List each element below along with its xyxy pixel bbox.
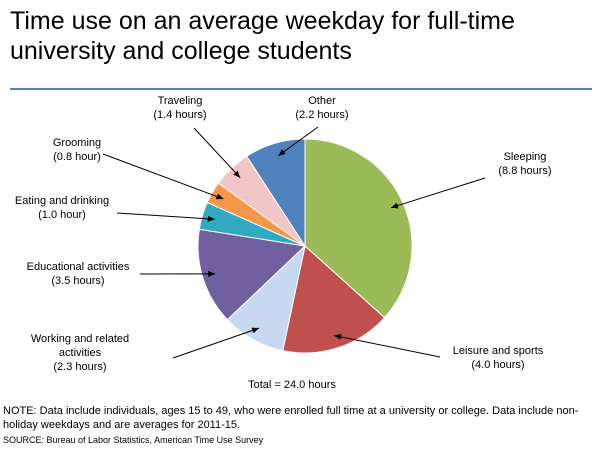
leader-line-eating-and-drinking	[116, 212, 215, 222]
pie-slice-other	[246, 138, 306, 248]
pie-slice-educational-activities	[197, 228, 307, 321]
pie-label-grooming: Grooming (0.8 hour)	[53, 137, 101, 163]
pie-label-other: Other (2.2 hours)	[295, 95, 348, 121]
pie-chart: Sleeping (8.8 hours) Leisure and sports (4.…	[15, 95, 552, 391]
pie-label-working-and-related-activities: Working and related activities (2.3 hours)	[31, 333, 129, 373]
leader-line-leisure-and-sports	[334, 333, 441, 358]
pie-label-eating-and-drinking: Eating and drinking (1.0 hour)	[15, 195, 109, 221]
leader-line-sleeping	[390, 177, 486, 209]
pie-label-sleeping: Sleeping (8.8 hours)	[498, 151, 551, 177]
leader-line-other	[277, 126, 319, 157]
title-divider	[10, 88, 592, 90]
pie-label-leisure-and-sports: Leisure and sports (4.0 hours)	[453, 345, 544, 371]
leader-line-traveling	[193, 127, 241, 179]
chart-title: Time use on an average weekday for full-…	[10, 7, 515, 65]
chart-source: SOURCE: Bureau of Labor Statistics, Amer…	[3, 435, 264, 445]
pie-label-traveling: Traveling (1.4 hours)	[153, 95, 206, 121]
pie-slices	[197, 138, 413, 354]
pie-leader-lines	[102, 126, 486, 359]
pie-slice-sleeping	[304, 138, 413, 319]
pie-slice-leisure-and-sports	[282, 245, 386, 354]
leader-line-grooming	[102, 153, 224, 200]
chart-note: NOTE: Data include individuals, ages 15 …	[3, 405, 579, 431]
pie-label-educational-activities: Educational activities (3.5 hours)	[27, 261, 130, 287]
pie-total-label: Total = 24.0 hours	[248, 379, 336, 391]
pie-labels: Sleeping (8.8 hours) Leisure and sports (4.…	[15, 95, 552, 373]
leader-line-working-and-related-activities	[172, 327, 260, 359]
